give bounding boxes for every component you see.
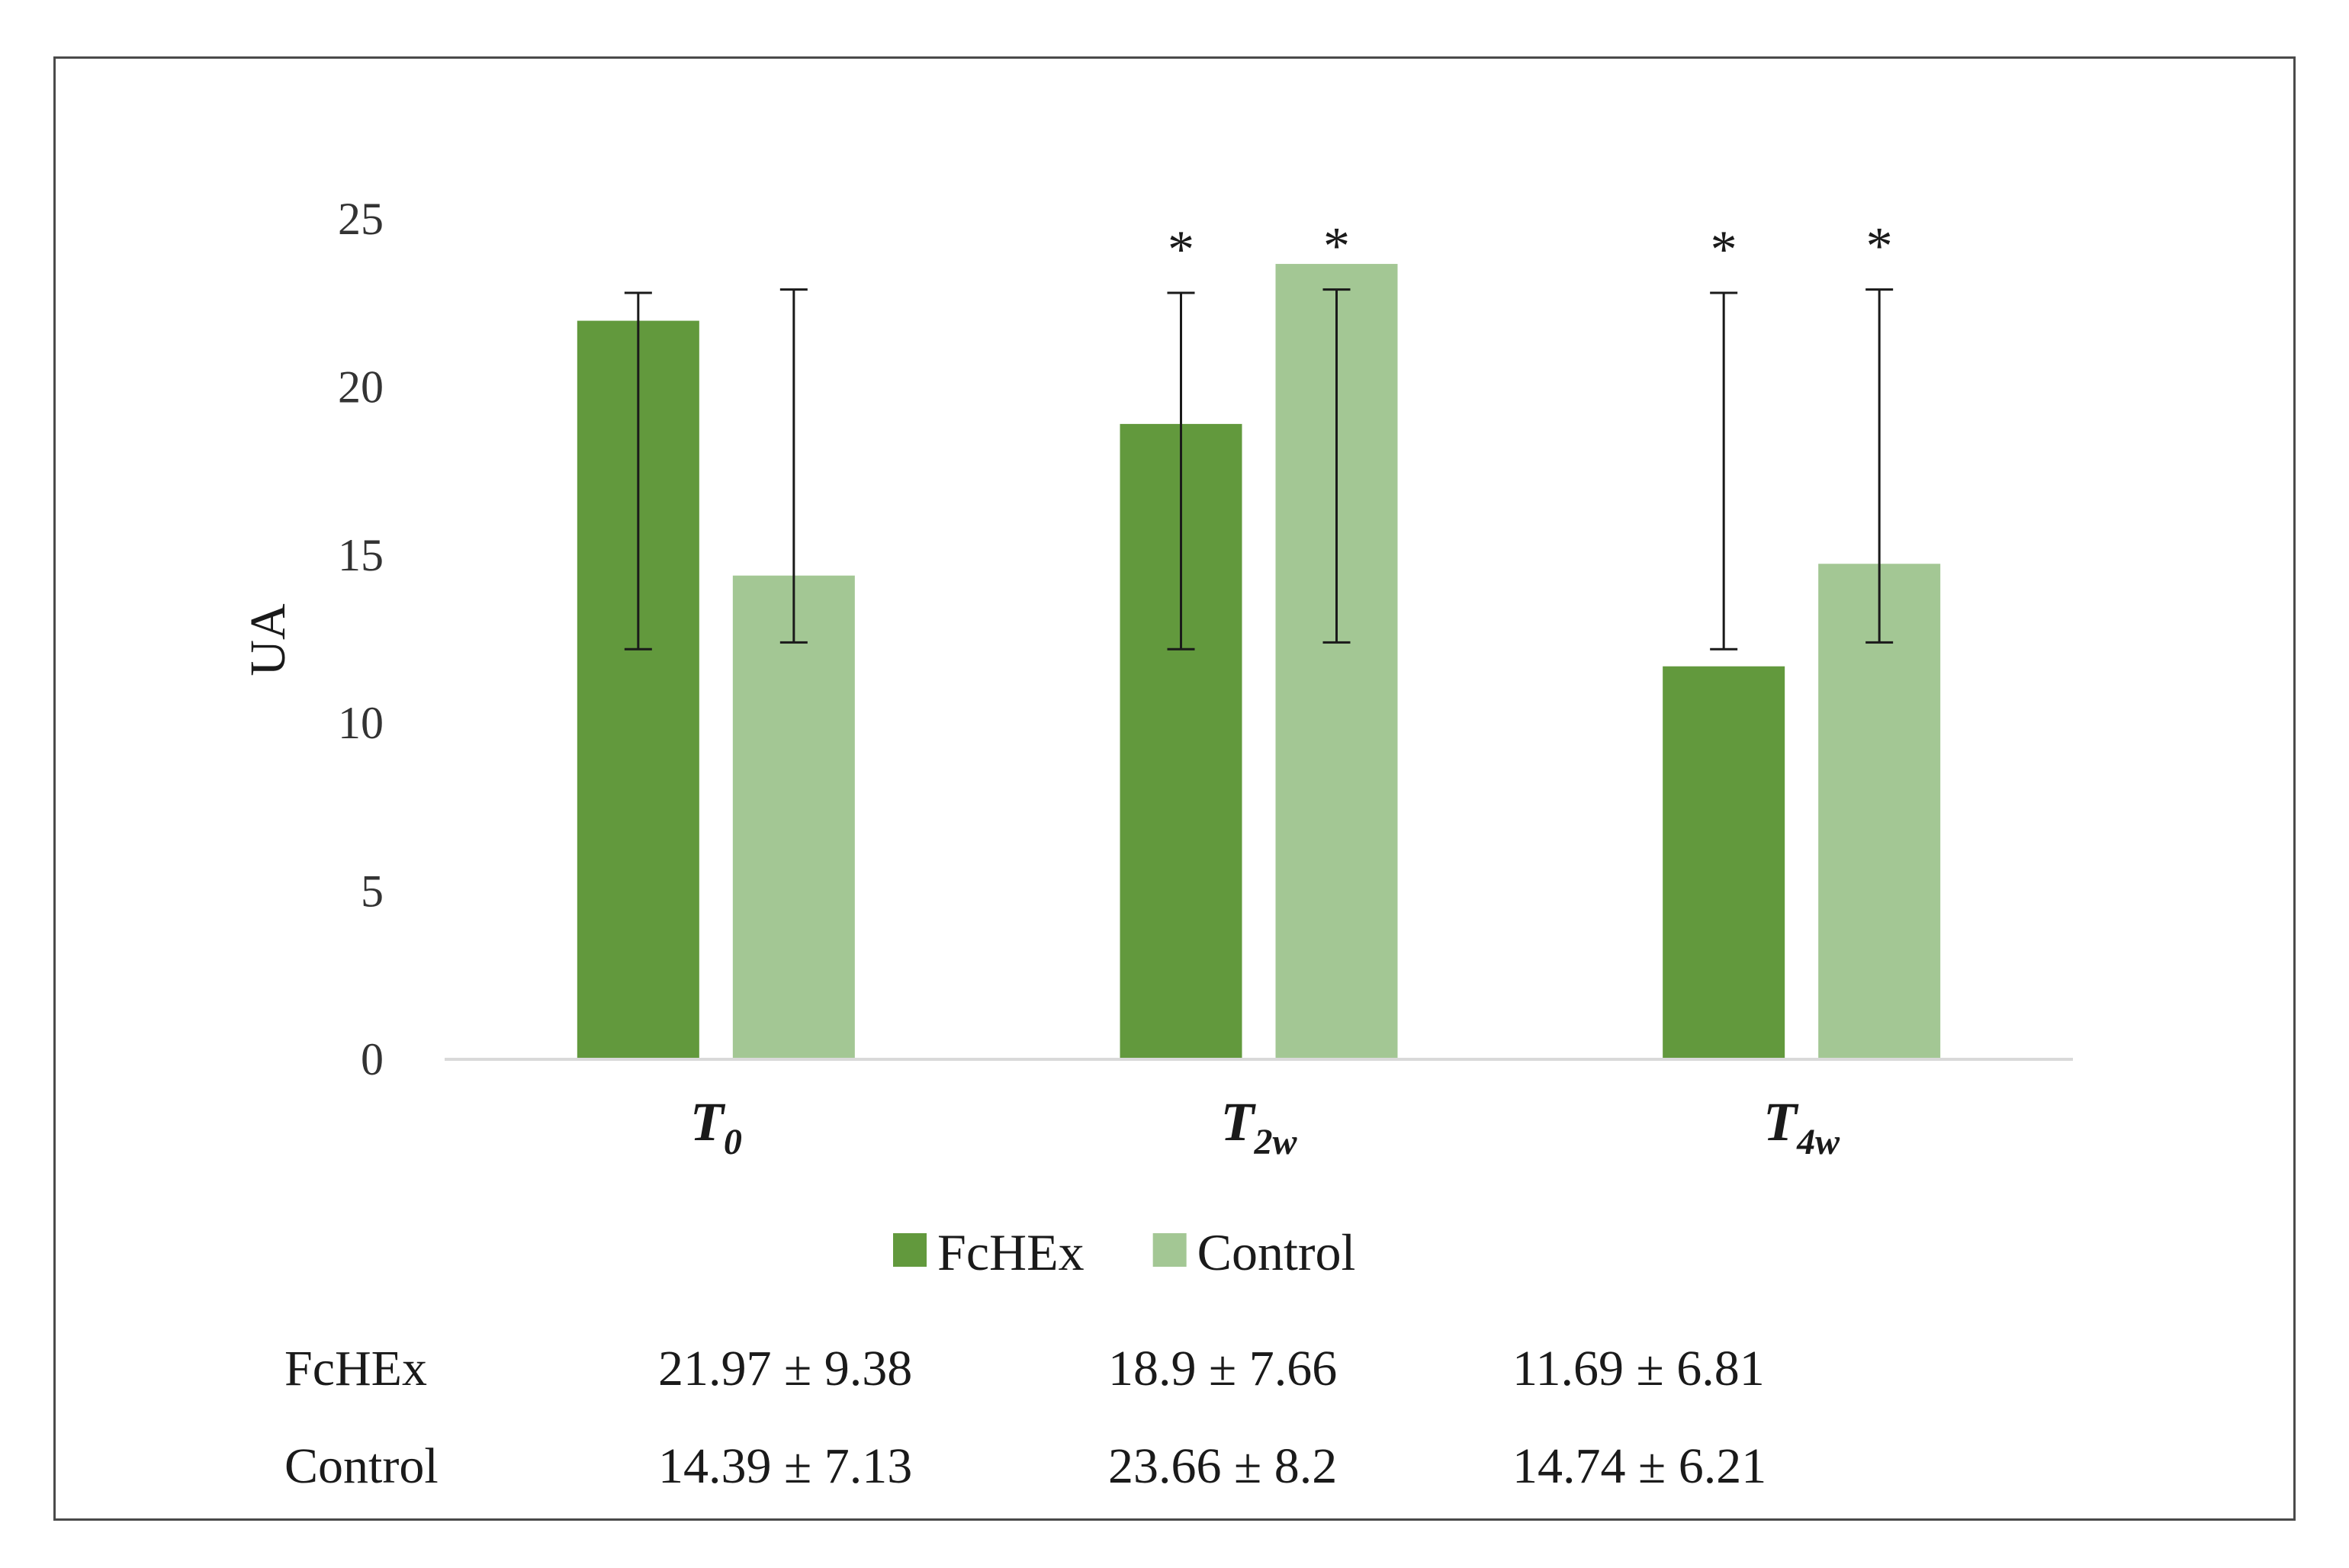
significance-star: * — [1711, 220, 1737, 279]
x-category-main: T — [1763, 1091, 1799, 1152]
y-tick-label: 10 — [338, 698, 384, 748]
x-category-main: T — [690, 1091, 726, 1152]
y-axis-label: UA — [240, 603, 296, 676]
y-tick-label: 25 — [338, 194, 384, 244]
x-axis-categories: T0 T2w T4w — [690, 1091, 1840, 1162]
summary-cell: 14.74 ± 6.21 — [1512, 1438, 1767, 1494]
significance-star: * — [1866, 217, 1893, 276]
y-axis-ticks: 0 5 10 15 20 25 — [338, 194, 384, 1084]
bar-fchex-2 — [1663, 666, 1785, 1059]
summary-cell: 14.39 ± 7.13 — [658, 1438, 913, 1494]
legend: FcHEx Control — [893, 1223, 1355, 1281]
y-tick-label: 5 — [361, 866, 384, 917]
x-category-label: T2w — [1221, 1091, 1298, 1162]
x-category-label: T4w — [1763, 1091, 1840, 1162]
y-tick-label: 20 — [338, 361, 384, 412]
bar-control-2 — [1818, 564, 1941, 1059]
summary-cell: 18.9 ± 7.66 — [1108, 1341, 1338, 1396]
x-category-label: T0 — [690, 1091, 742, 1162]
y-tick-label: 0 — [361, 1034, 384, 1084]
significance-star: * — [1168, 220, 1194, 279]
legend-label-control: Control — [1197, 1223, 1356, 1281]
summary-cell: 11.69 ± 6.81 — [1512, 1341, 1765, 1396]
summary-cell: 23.66 ± 8.2 — [1108, 1438, 1338, 1494]
significance-markers: * * * * — [1168, 217, 1893, 279]
bar-control-0 — [732, 575, 855, 1059]
significance-star: * — [1323, 217, 1350, 276]
x-category-subscript: 2w — [1253, 1122, 1297, 1162]
x-category-main: T — [1221, 1091, 1257, 1152]
error-bars — [624, 288, 1894, 651]
summary-row-label: Control — [284, 1438, 439, 1494]
figure-frame: 0 5 10 15 20 25 UA * * * * T0 T2w T4w FcHEx Control… — [53, 56, 2296, 1521]
legend-swatch-fchex — [893, 1233, 927, 1267]
x-category-subscript: 0 — [724, 1122, 742, 1162]
summary-cell: 21.97 ± 9.38 — [658, 1341, 913, 1396]
legend-label-fchex: FcHEx — [937, 1223, 1085, 1281]
bars — [577, 264, 1941, 1060]
x-category-subscript: 4w — [1796, 1122, 1840, 1162]
summary-row-label: FcHEx — [284, 1341, 427, 1396]
legend-swatch-control — [1152, 1233, 1187, 1267]
y-tick-label: 15 — [338, 530, 384, 580]
